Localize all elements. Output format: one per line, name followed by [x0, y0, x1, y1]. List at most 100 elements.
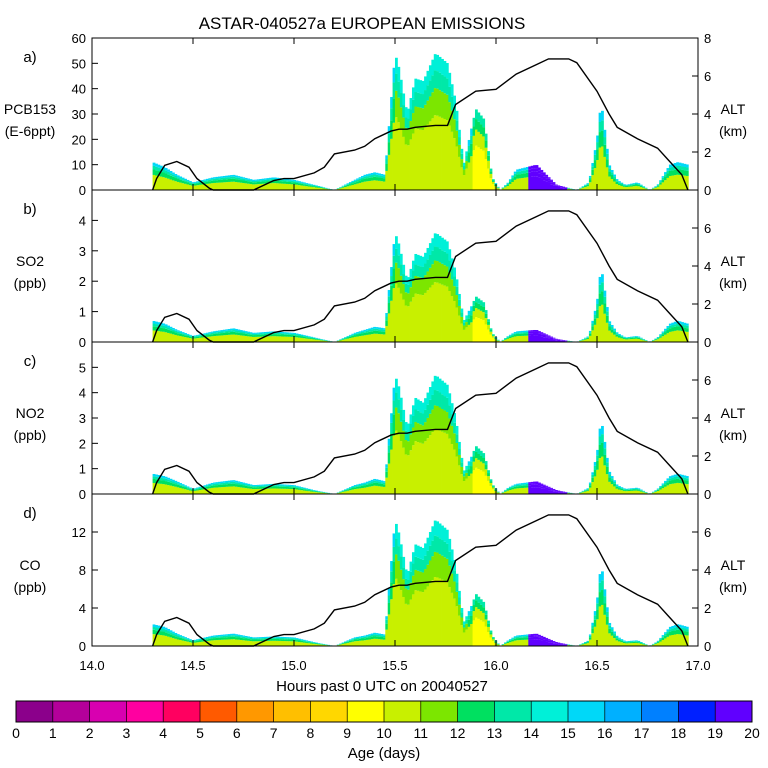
concentration-bar: [171, 481, 175, 484]
concentration-bar: [443, 265, 447, 286]
concentration-bar: [479, 599, 483, 605]
concentration-bar: [271, 638, 275, 641]
concentration-bar: [213, 482, 217, 484]
concentration-bar: [237, 639, 241, 646]
concentration-bar: [237, 637, 241, 640]
concentration-bar: [235, 175, 238, 178]
concentration-bar: [506, 487, 510, 489]
concentration-bar: [581, 339, 585, 341]
concentration-bar: [310, 643, 313, 646]
concentration-bar: [603, 614, 607, 646]
concentration-bar: [414, 556, 418, 570]
concentration-bar: [361, 484, 364, 486]
concentration-bar: [399, 590, 403, 646]
concentration-bar: [639, 642, 643, 644]
concentration-bar: [205, 485, 209, 487]
concentration-bar: [215, 335, 219, 342]
colorbar-swatch: [384, 701, 422, 722]
concentration-bar: [419, 294, 423, 342]
concentration-bar: [630, 186, 633, 190]
colorbar-label: Age (days): [348, 745, 421, 762]
concentration-bar: [661, 334, 665, 337]
concentration-bar: [474, 296, 478, 303]
concentration-bar: [484, 310, 488, 314]
concentration-bar: [530, 484, 534, 488]
concentration-bar: [620, 185, 624, 190]
concentration-bar: [610, 631, 614, 636]
concentration-bar: [472, 135, 476, 151]
concentration-bar: [538, 483, 541, 486]
concentration-bar: [656, 338, 660, 340]
concentration-bar: [395, 73, 398, 91]
concentration-bar: [637, 642, 641, 644]
concentration-bar: [545, 489, 549, 494]
concentration-bar: [196, 181, 200, 183]
concentration-bar: [540, 174, 544, 179]
concentration-bar: [174, 632, 178, 635]
concentration-bar: [470, 135, 473, 144]
concentration-bar: [441, 74, 444, 92]
concentration-bar: [247, 485, 250, 487]
concentration-bar: [273, 336, 277, 342]
concentration-bar: [370, 172, 374, 176]
concentration-bar: [642, 187, 646, 188]
concentration-bar: [256, 484, 260, 486]
concentration-bar: [634, 184, 638, 186]
concentration-bar: [276, 183, 280, 190]
concentration-bar: [191, 183, 195, 185]
concentration-bar: [601, 274, 604, 283]
concentration-bar: [266, 181, 270, 184]
concentration-bar: [467, 626, 471, 646]
concentration-bar: [484, 614, 488, 620]
concentration-bar: [424, 104, 427, 128]
concentration-bar: [622, 640, 626, 642]
concentration-bar: [634, 640, 638, 642]
concentration-bar: [523, 636, 527, 638]
concentration-bar: [508, 179, 512, 181]
concentration-bar: [242, 635, 246, 637]
concentration-bar: [552, 641, 556, 643]
concentration-bar: [525, 485, 529, 488]
concentration-bar: [215, 487, 219, 494]
concentration-bar: [491, 489, 495, 494]
concentration-bar: [249, 639, 253, 642]
concentration-bar: [656, 337, 660, 339]
colorbar-swatch: [273, 701, 311, 722]
concentration-bar: [193, 183, 197, 186]
concentration-bar: [356, 639, 360, 642]
y-tick-label: 5: [79, 360, 86, 375]
concentration-bar: [237, 177, 241, 180]
concentration-bar: [552, 489, 556, 491]
concentration-bar: [443, 60, 447, 77]
concentration-bar: [310, 338, 313, 340]
concentration-bar: [266, 484, 270, 486]
concentration-bar: [458, 299, 461, 306]
concentration-bar: [419, 546, 423, 559]
concentration-bar: [225, 175, 229, 178]
concentration-bar: [395, 430, 398, 494]
concentration-bar: [210, 332, 214, 335]
concentration-bar: [681, 169, 684, 176]
species-label: PCB153: [4, 101, 56, 117]
concentration-bar: [196, 335, 200, 337]
concentration-bar: [205, 332, 209, 334]
concentration-bar: [407, 455, 410, 494]
concentration-bar: [198, 487, 202, 489]
concentration-bar: [378, 329, 381, 332]
concentration-bar: [264, 336, 267, 342]
concentration-bar: [402, 136, 406, 190]
concentration-bar: [169, 482, 173, 486]
concentration-bar: [213, 487, 217, 494]
concentration-bar: [259, 333, 263, 335]
concentration-bar: [285, 485, 289, 488]
concentration-bar: [176, 179, 180, 182]
concentration-bar: [164, 635, 168, 646]
concentration-bar: [208, 178, 212, 180]
concentration-bar: [361, 176, 364, 178]
concentration-bar: [436, 71, 440, 89]
concentration-bar: [438, 392, 442, 408]
concentration-bar: [363, 332, 367, 336]
concentration-bar: [530, 176, 534, 190]
concentration-bar: [605, 315, 609, 323]
concentration-bar: [448, 405, 452, 419]
